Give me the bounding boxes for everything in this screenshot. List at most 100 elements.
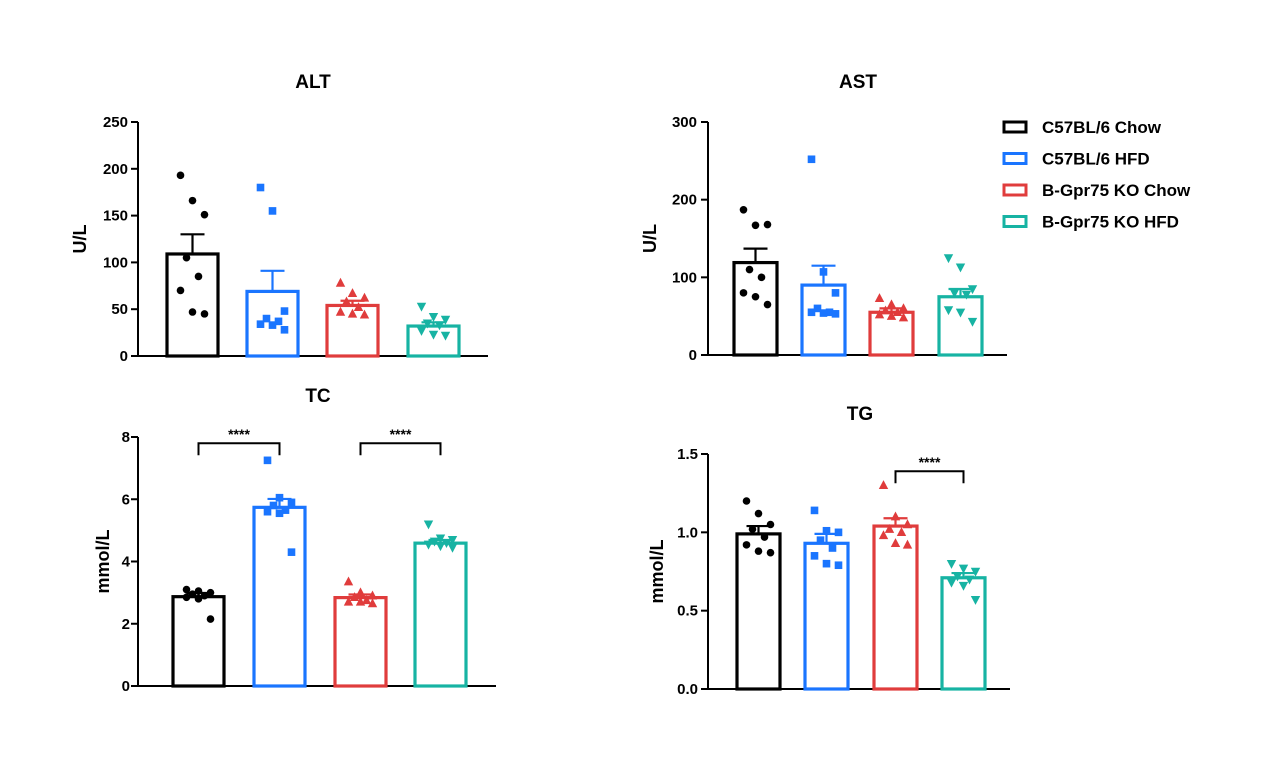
data-point bbox=[447, 536, 458, 545]
data-point bbox=[878, 530, 889, 540]
y-tick-label: 0.5 bbox=[677, 603, 698, 620]
bar bbox=[333, 596, 388, 688]
data-point bbox=[280, 325, 289, 334]
data-point bbox=[766, 548, 775, 557]
bar bbox=[406, 324, 461, 358]
data-point bbox=[434, 321, 445, 331]
y-tick-label: 0 bbox=[689, 347, 697, 364]
data-point bbox=[287, 548, 296, 556]
legend-label: C57BL/6 Chow bbox=[1042, 118, 1162, 137]
legend-swatch bbox=[1002, 120, 1028, 134]
chart-title: ALT bbox=[295, 72, 331, 93]
data-point bbox=[745, 265, 754, 274]
data-point bbox=[742, 541, 751, 549]
bar bbox=[413, 541, 468, 688]
data-point bbox=[335, 277, 346, 287]
data-point bbox=[263, 456, 272, 465]
data-point bbox=[819, 268, 828, 276]
data-point bbox=[200, 310, 209, 318]
data-point bbox=[952, 572, 963, 582]
legend-label: C57BL/6 HFD bbox=[1042, 150, 1150, 169]
data-point bbox=[810, 506, 819, 515]
y-tick-label: 200 bbox=[672, 192, 697, 209]
data-point bbox=[182, 253, 191, 262]
data-point bbox=[347, 288, 358, 297]
data-point bbox=[206, 588, 215, 597]
bar bbox=[165, 252, 220, 358]
y-tick-label: 100 bbox=[672, 269, 697, 286]
data-point bbox=[970, 596, 981, 605]
data-point bbox=[347, 308, 358, 318]
data-point bbox=[447, 543, 458, 553]
chart-panel-alt: ALT U/L 0 50 100 150 200 250 bbox=[70, 72, 488, 365]
y-tick-label: 1.0 bbox=[677, 524, 698, 541]
data-point bbox=[874, 309, 885, 319]
chart-title: AST bbox=[839, 72, 877, 93]
data-point bbox=[287, 498, 296, 507]
data-point bbox=[188, 308, 197, 316]
data-point bbox=[440, 315, 451, 325]
data-point bbox=[828, 544, 837, 552]
data-point bbox=[946, 559, 957, 569]
chart-panel-tc: TC mmol/L 0 2 4 6 8 **** **** bbox=[93, 386, 496, 695]
y-tick-label: 150 bbox=[103, 208, 128, 225]
data-point bbox=[176, 171, 185, 180]
data-point bbox=[816, 536, 825, 544]
data-point bbox=[194, 272, 203, 281]
data-point bbox=[886, 299, 897, 309]
data-point bbox=[819, 309, 828, 317]
legend-swatch bbox=[1002, 215, 1028, 228]
data-point bbox=[188, 196, 197, 205]
y-tick-label: 4 bbox=[122, 554, 131, 571]
data-point bbox=[182, 593, 191, 602]
data-point bbox=[748, 525, 757, 533]
data-point bbox=[896, 527, 907, 537]
data-point bbox=[955, 308, 966, 318]
data-point bbox=[757, 273, 766, 282]
data-point bbox=[367, 590, 378, 600]
y-tick-label: 6 bbox=[122, 491, 130, 508]
data-point bbox=[970, 567, 981, 577]
data-point bbox=[280, 307, 289, 315]
data-point bbox=[194, 587, 203, 595]
data-point bbox=[182, 585, 191, 594]
significance-label: **** bbox=[390, 426, 412, 442]
data-point bbox=[416, 327, 427, 336]
data-point bbox=[902, 519, 913, 529]
data-point bbox=[902, 539, 913, 549]
data-point bbox=[441, 539, 452, 549]
data-point bbox=[810, 552, 819, 560]
data-point bbox=[268, 321, 277, 329]
significance-bracket bbox=[894, 470, 965, 484]
legend-label: B-Gpr75 KO Chow bbox=[1042, 181, 1191, 200]
data-point bbox=[958, 564, 969, 574]
data-point bbox=[946, 578, 957, 588]
data-point bbox=[341, 296, 352, 306]
data-point bbox=[367, 598, 378, 608]
data-point bbox=[343, 596, 354, 606]
bar bbox=[732, 260, 779, 357]
bar bbox=[252, 505, 307, 688]
data-point bbox=[353, 302, 364, 312]
data-point bbox=[176, 286, 185, 295]
data-point bbox=[961, 290, 972, 300]
data-point bbox=[890, 511, 901, 521]
data-point bbox=[964, 575, 975, 585]
y-tick-label: 1.5 bbox=[677, 446, 698, 463]
chart-panel-tg: TG mmol/L 0.0 0.5 1.0 1.5 **** bbox=[647, 404, 1010, 698]
data-point bbox=[355, 596, 366, 606]
data-point bbox=[359, 292, 370, 302]
bar bbox=[735, 532, 782, 691]
data-point bbox=[422, 319, 433, 329]
y-axis-label: mmol/L bbox=[647, 539, 667, 603]
data-point bbox=[194, 595, 203, 603]
chart-title: TC bbox=[305, 386, 331, 407]
legend-swatch bbox=[1002, 183, 1028, 197]
legend-label: B-Gpr75 KO HFD bbox=[1042, 213, 1179, 232]
legend: C57BL/6 Chow C57BL/6 HFD B-Gpr75 KO Chow B-… bbox=[1002, 118, 1191, 232]
data-point bbox=[275, 493, 284, 502]
y-tick-label: 50 bbox=[111, 301, 128, 318]
data-point bbox=[807, 155, 816, 164]
data-point bbox=[880, 305, 891, 315]
data-point bbox=[268, 207, 277, 215]
